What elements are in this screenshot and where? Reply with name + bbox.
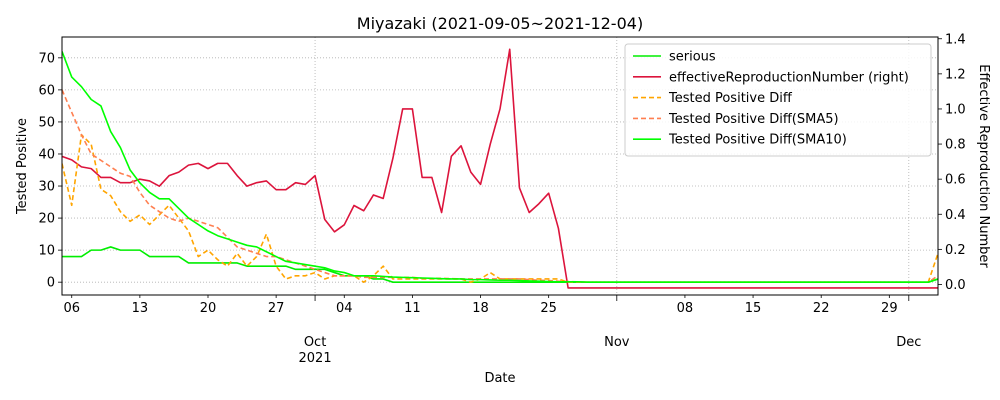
y2-tick-label: 0.0 — [945, 278, 966, 293]
x-major-tick-label: Nov — [604, 335, 630, 350]
y-tick-label: 10 — [38, 244, 55, 259]
legend-label: Tested Positive Diff — [668, 91, 793, 106]
x-major-tick-sublabel: 2021 — [299, 351, 332, 366]
x-axis-label: Date — [484, 371, 515, 386]
y-axis-label: Tested Positive — [15, 118, 30, 215]
series-line-1 — [62, 48, 938, 289]
y-tick-label: 70 — [38, 51, 55, 66]
y-tick-label: 20 — [38, 212, 55, 227]
legend-label: serious — [669, 50, 716, 65]
y2-axis-label: Effective Reproduction Number — [976, 64, 991, 268]
x-tick-label: 11 — [404, 301, 421, 316]
series-lines — [62, 48, 938, 289]
legend-label: Tested Positive Diff(SMA5) — [668, 112, 839, 127]
y2-tick-label: 1.2 — [945, 67, 966, 82]
legend-box — [624, 43, 932, 157]
y2-tick-label: 0.8 — [945, 138, 966, 153]
y2-tick-label: 0.2 — [945, 243, 966, 258]
y-tick-label: 60 — [38, 83, 55, 98]
series-line-4 — [62, 51, 938, 283]
y2-tick-label: 1.0 — [945, 102, 966, 117]
x-tick-label: 04 — [336, 301, 353, 316]
plot-frame — [61, 36, 939, 296]
x-tick-label: 29 — [881, 301, 898, 316]
y-tick-label: 0 — [47, 276, 55, 291]
legend-label: effectiveReproductionNumber (right) — [669, 70, 909, 85]
y-tick-label: 40 — [38, 147, 55, 162]
legend-label: Tested Positive Diff(SMA10) — [668, 133, 847, 148]
legend: serious effectiveReproductionNumber (righ… — [624, 43, 932, 157]
x-tick-label: 06 — [63, 301, 80, 316]
y-tick-label: 30 — [38, 180, 55, 195]
x-tick-label: 20 — [200, 301, 217, 316]
x-tick-label: 22 — [813, 301, 830, 316]
x-tick-label: 15 — [745, 301, 762, 316]
y2-tick-label: 0.6 — [945, 173, 966, 188]
y-tick-label: 50 — [38, 115, 55, 130]
y2-tick-label: 0.4 — [945, 208, 966, 223]
x-tick-label: 08 — [677, 301, 694, 316]
x-major-tick-label: Dec — [896, 335, 921, 350]
x-tick-label: 27 — [268, 301, 285, 316]
y2-tick-label: 1.4 — [945, 32, 966, 47]
x-tick-label: 25 — [540, 301, 557, 316]
x-major-tick-label: Oct — [304, 335, 326, 350]
x-tick-label: 18 — [472, 301, 489, 316]
chart-title: Miyazaki (2021-09-05~2021-12-04) — [357, 14, 643, 33]
x-tick-label: 13 — [132, 301, 149, 316]
